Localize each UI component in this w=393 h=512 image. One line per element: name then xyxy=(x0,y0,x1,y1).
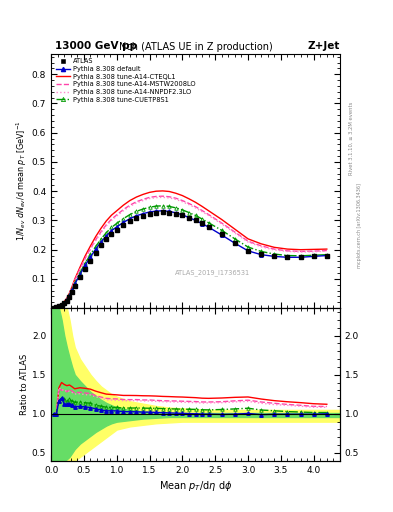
Text: Z+Jet: Z+Jet xyxy=(308,41,340,51)
Y-axis label: Ratio to ATLAS: Ratio to ATLAS xyxy=(20,354,29,415)
Text: Rivet 3.1.10, ≥ 3.2M events: Rivet 3.1.10, ≥ 3.2M events xyxy=(349,101,354,175)
Text: ATLAS_2019_I1736531: ATLAS_2019_I1736531 xyxy=(175,269,250,276)
Text: 13000 GeV pp: 13000 GeV pp xyxy=(55,41,137,51)
Title: Nch (ATLAS UE in Z production): Nch (ATLAS UE in Z production) xyxy=(119,41,272,52)
X-axis label: Mean $p_T$/d$\eta$ d$\phi$: Mean $p_T$/d$\eta$ d$\phi$ xyxy=(159,479,232,493)
Legend: ATLAS, Pythia 8.308 default, Pythia 8.308 tune-A14-CTEQL1, Pythia 8.308 tune-A14: ATLAS, Pythia 8.308 default, Pythia 8.30… xyxy=(54,57,197,104)
Text: mcplots.cern.ch [arXiv:1306.3436]: mcplots.cern.ch [arXiv:1306.3436] xyxy=(357,183,362,268)
Y-axis label: $1/N_{ev}$ $dN_{ev}$/d mean $p_T$ [GeV]$^{-1}$: $1/N_{ev}$ $dN_{ev}$/d mean $p_T$ [GeV]$… xyxy=(15,120,29,242)
